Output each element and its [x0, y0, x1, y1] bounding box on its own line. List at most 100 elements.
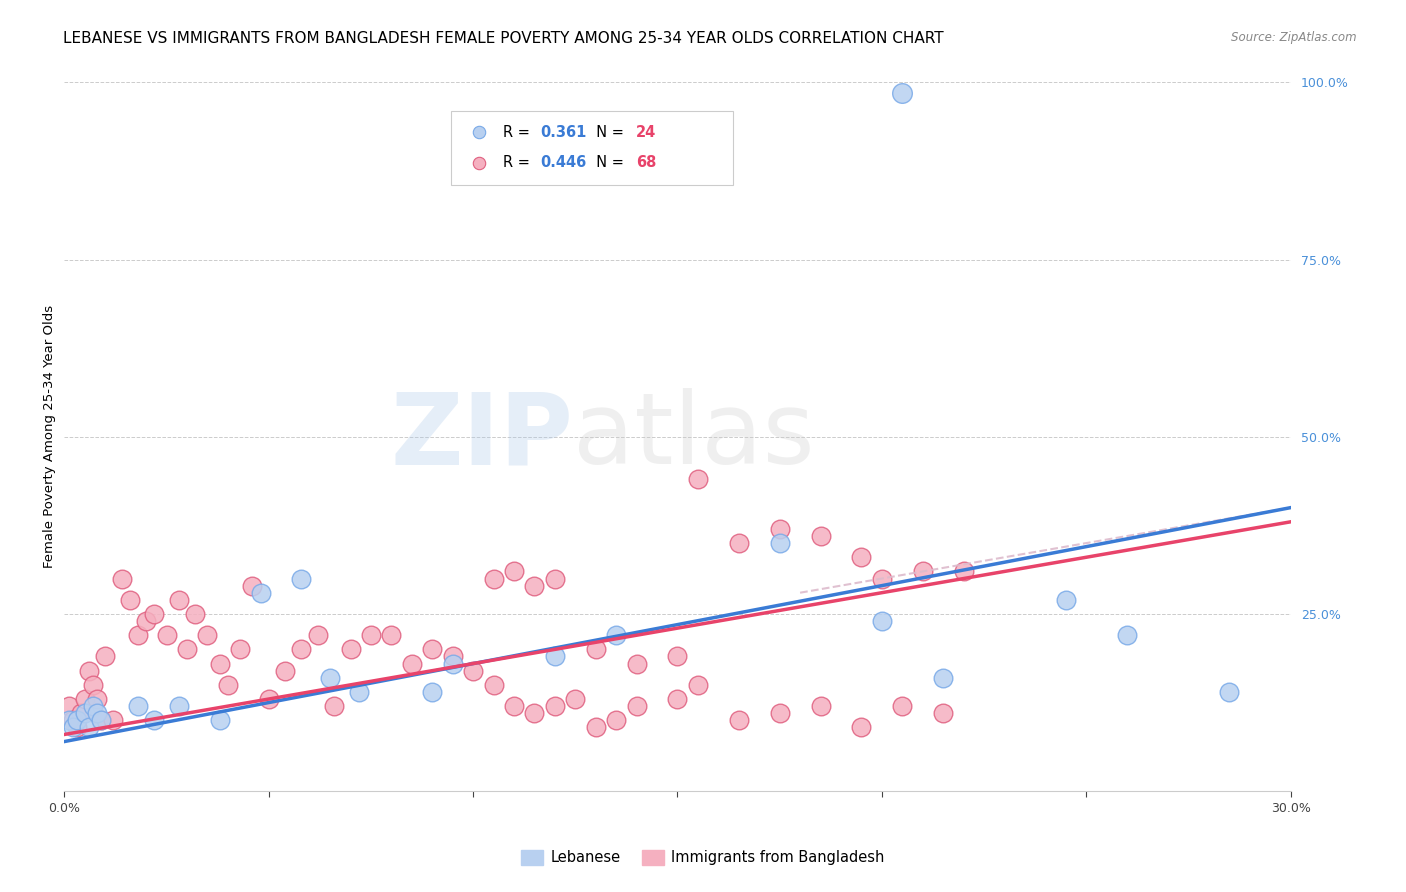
Point [851, 720, 873, 734]
Point [73, 706, 96, 721]
Text: 0.446: 0.446 [540, 155, 586, 170]
Point [769, 522, 792, 536]
Point [891, 699, 914, 714]
Point [90, 713, 112, 727]
Point [870, 572, 893, 586]
Point [420, 642, 443, 657]
Point [666, 649, 689, 664]
Point [482, 678, 505, 692]
Point [118, 592, 141, 607]
Point [66, 720, 89, 734]
Point [274, 664, 297, 678]
Point [727, 713, 749, 727]
Point [290, 642, 312, 657]
Point [727, 536, 749, 550]
Point [94, 649, 117, 664]
Point [932, 706, 955, 721]
Point [1218, 685, 1240, 699]
Point [339, 642, 361, 657]
Point [82, 699, 104, 714]
Point [208, 657, 231, 671]
Point [73, 692, 96, 706]
Point [66, 713, 89, 727]
Point [86, 692, 108, 706]
Point [503, 699, 526, 714]
Point [62, 720, 84, 734]
Point [290, 572, 312, 586]
Point [69, 706, 91, 721]
Point [544, 699, 567, 714]
Text: R =: R = [503, 155, 534, 170]
Legend: Lebanese, Immigrants from Bangladesh: Lebanese, Immigrants from Bangladesh [516, 844, 890, 871]
Text: N =: N = [586, 125, 628, 139]
Point [347, 685, 370, 699]
Point [769, 706, 792, 721]
Point [626, 657, 648, 671]
Point [208, 713, 231, 727]
Point [135, 614, 157, 628]
Text: 68: 68 [636, 155, 657, 170]
Point [323, 699, 346, 714]
Text: N =: N = [586, 155, 628, 170]
Text: LEBANESE VS IMMIGRANTS FROM BANGLADESH FEMALE POVERTY AMONG 25-34 YEAR OLDS CORR: LEBANESE VS IMMIGRANTS FROM BANGLADESH F… [63, 31, 943, 46]
Point [564, 692, 586, 706]
Y-axis label: Female Poverty Among 25-34 Year Olds: Female Poverty Among 25-34 Year Olds [44, 305, 56, 568]
Point [242, 579, 264, 593]
Point [769, 536, 792, 550]
Point [1054, 592, 1077, 607]
Point [523, 579, 546, 593]
FancyBboxPatch shape [451, 111, 733, 186]
Point [420, 685, 443, 699]
Point [870, 614, 893, 628]
Point [544, 572, 567, 586]
Point [585, 720, 607, 734]
Point [184, 607, 207, 621]
Point [952, 565, 974, 579]
Point [77, 664, 100, 678]
Point [143, 713, 166, 727]
Point [810, 529, 832, 543]
Point [257, 692, 280, 706]
Point [58, 699, 80, 714]
Point [143, 607, 166, 621]
Point [503, 565, 526, 579]
Point [605, 628, 627, 642]
Point [229, 642, 252, 657]
Point [360, 628, 382, 642]
Point [851, 550, 873, 565]
Point [90, 713, 112, 727]
Text: 0.361: 0.361 [540, 125, 586, 139]
Point [167, 699, 190, 714]
Point [911, 565, 934, 579]
Point [127, 699, 149, 714]
Point [111, 572, 134, 586]
Point [1116, 628, 1139, 642]
Point [127, 628, 149, 642]
Point [307, 628, 329, 642]
Text: 24: 24 [636, 125, 657, 139]
Point [686, 472, 709, 486]
Point [441, 649, 464, 664]
Point [932, 671, 955, 685]
Point [463, 664, 485, 678]
Point [380, 628, 402, 642]
Point [523, 706, 546, 721]
Text: R =: R = [503, 125, 534, 139]
Point [666, 692, 689, 706]
Point [82, 678, 104, 692]
Text: atlas: atlas [574, 388, 815, 485]
Point [891, 86, 914, 100]
Point [810, 699, 832, 714]
Point [585, 642, 607, 657]
Point [605, 713, 627, 727]
Point [217, 678, 239, 692]
Point [249, 585, 271, 599]
Point [103, 713, 125, 727]
Point [156, 628, 179, 642]
Point [197, 628, 219, 642]
Text: ZIP: ZIP [391, 388, 574, 485]
Point [167, 592, 190, 607]
Point [176, 642, 198, 657]
Point [77, 720, 100, 734]
Text: Source: ZipAtlas.com: Source: ZipAtlas.com [1232, 31, 1357, 45]
